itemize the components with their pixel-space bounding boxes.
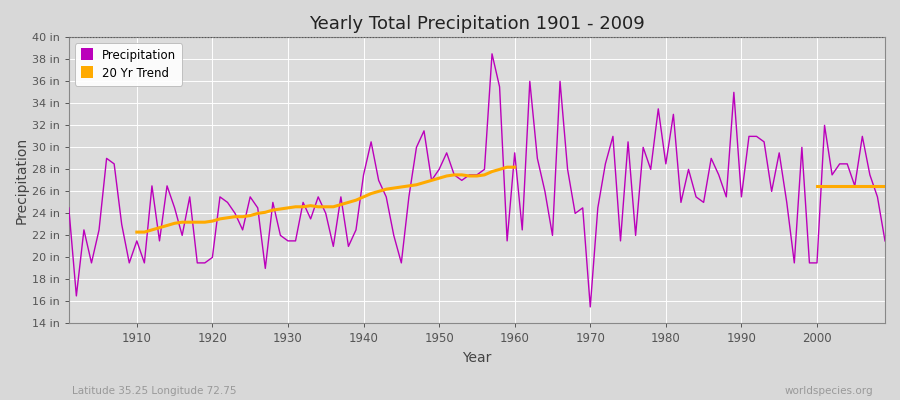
Y-axis label: Precipitation: Precipitation bbox=[15, 137, 29, 224]
Title: Yearly Total Precipitation 1901 - 2009: Yearly Total Precipitation 1901 - 2009 bbox=[309, 15, 644, 33]
Precipitation bbox=[517, 228, 527, 232]
Precipitation bbox=[615, 238, 626, 243]
Text: Latitude 35.25 Longitude 72.75: Latitude 35.25 Longitude 72.75 bbox=[72, 386, 237, 396]
Precipitation bbox=[879, 238, 890, 243]
Text: worldspecies.org: worldspecies.org bbox=[785, 386, 873, 396]
Precipitation bbox=[336, 194, 346, 199]
X-axis label: Year: Year bbox=[463, 351, 491, 365]
Precipitation bbox=[509, 150, 520, 155]
Legend: Precipitation, 20 Yr Trend: Precipitation, 20 Yr Trend bbox=[75, 43, 182, 86]
Precipitation bbox=[63, 206, 74, 210]
Precipitation bbox=[487, 52, 498, 56]
Precipitation bbox=[585, 304, 596, 309]
Precipitation bbox=[124, 260, 135, 265]
Precipitation bbox=[290, 238, 301, 243]
Line: Precipitation: Precipitation bbox=[68, 54, 885, 307]
